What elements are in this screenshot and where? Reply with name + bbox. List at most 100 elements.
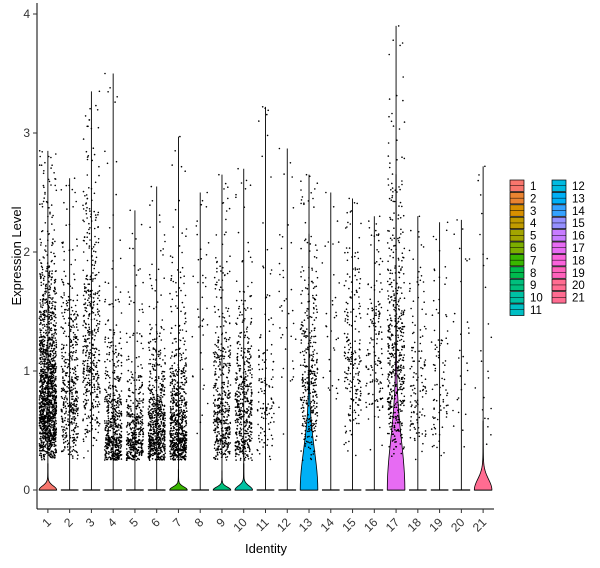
legend-label: 3 — [530, 206, 536, 218]
x-tick-label: 8 — [192, 515, 207, 530]
violin-15 — [343, 198, 362, 491]
violin-body — [169, 469, 188, 491]
legend-label: 18 — [572, 255, 585, 267]
violin-body — [299, 233, 319, 491]
points-14 — [321, 191, 341, 400]
points-7 — [169, 135, 188, 461]
jitter-points — [38, 25, 493, 462]
x-tick-label: 16 — [361, 515, 381, 535]
points-8 — [191, 191, 210, 435]
violin-18 — [409, 216, 427, 491]
legend-item-21: 21 — [551, 291, 585, 305]
x-tick-label: 13 — [296, 515, 316, 535]
x-tick-label: 14 — [318, 515, 338, 535]
x-tick-label: 4 — [105, 515, 120, 530]
x-tick-label: 7 — [170, 515, 185, 530]
points-13 — [299, 173, 319, 462]
violin-21 — [473, 166, 493, 491]
violin-body — [386, 174, 406, 491]
legend-item-12: 12 — [551, 179, 585, 193]
legend-label: 2 — [530, 193, 536, 205]
y-ticks: 0 1 2 3 4 — [23, 7, 37, 497]
legend-label: 7 — [530, 255, 536, 267]
legend-item-2: 2 — [509, 192, 536, 205]
x-tick-label: 12 — [274, 515, 294, 535]
x-tick-label: 21 — [470, 515, 490, 535]
x-tick-label: 10 — [231, 515, 251, 535]
x-tick-label: 2 — [61, 515, 76, 530]
legend-label: 20 — [572, 280, 585, 292]
legend-item-17: 17 — [551, 241, 585, 255]
points-15 — [343, 197, 362, 457]
legend-label: 11 — [530, 305, 542, 317]
legend-item-19: 19 — [551, 266, 585, 280]
legend-label: 17 — [572, 243, 585, 255]
points-20 — [452, 219, 471, 448]
x-tick-label: 1 — [39, 515, 54, 530]
x-tick-label: 9 — [213, 515, 228, 530]
legend-label: 19 — [572, 268, 585, 280]
legend-label: 14 — [572, 206, 585, 218]
violin-19 — [430, 222, 449, 491]
x-tick-label: 5 — [126, 515, 141, 530]
legend-label: 1 — [530, 181, 536, 193]
points-16 — [365, 215, 384, 451]
points-9 — [212, 173, 232, 461]
points-10 — [234, 167, 253, 462]
y-axis-title: Expression Level — [9, 206, 24, 305]
legend-label: 5 — [530, 231, 536, 243]
plot-area — [38, 25, 493, 491]
points-4 — [103, 72, 123, 461]
legend-item-16: 16 — [551, 229, 585, 243]
legend-item-1: 1 — [509, 179, 536, 193]
legend-item-4: 4 — [509, 216, 537, 230]
violin-body — [38, 463, 58, 491]
x-tick-label: 17 — [383, 515, 403, 535]
legend-label: 16 — [572, 231, 585, 243]
y-tick-label: 3 — [23, 126, 30, 140]
violin-2 — [60, 178, 79, 491]
violin-16 — [365, 216, 384, 491]
legend-item-6: 6 — [509, 241, 536, 255]
legend-item-7: 7 — [509, 254, 536, 267]
legend-item-8: 8 — [509, 266, 536, 280]
legend-item-20: 20 — [551, 278, 585, 292]
violin-body — [234, 463, 254, 491]
points-12 — [278, 147, 297, 435]
violin-14 — [321, 192, 340, 491]
violin-13 — [299, 174, 319, 491]
x-tick-label: 3 — [83, 515, 98, 530]
legend-label: 4 — [530, 218, 537, 230]
legend-label: 21 — [572, 293, 585, 305]
violin-12 — [278, 148, 297, 491]
legend-item-3: 3 — [509, 204, 536, 218]
violin-9 — [212, 174, 232, 491]
legend-label: 10 — [530, 293, 543, 305]
legend-item-13: 13 — [551, 192, 585, 205]
violin-17 — [386, 25, 406, 491]
legend-label: 9 — [530, 280, 536, 292]
points-1 — [38, 150, 58, 461]
points-5 — [125, 209, 145, 462]
legend-item-9: 9 — [509, 278, 536, 292]
x-axis-title: Identity — [245, 541, 287, 556]
x-tick-label: 20 — [448, 515, 468, 535]
violin-5 — [126, 210, 144, 491]
violin-20 — [452, 219, 471, 491]
points-3 — [82, 90, 101, 459]
y-tick-label: 0 — [23, 483, 30, 497]
y-tick-label: 4 — [23, 7, 30, 21]
legend-item-5: 5 — [509, 229, 536, 243]
x-ticks: 1 2 3 4 5 6 7 8 9 10 11 12 13 14 15 16 17 18 19 20 21 — [39, 509, 489, 535]
legend-item-11: 11 — [509, 303, 542, 317]
x-tick-label: 11 — [253, 515, 272, 534]
points-17 — [386, 25, 406, 458]
points-2 — [60, 177, 79, 460]
points-11 — [256, 106, 275, 461]
violin-body — [212, 470, 232, 491]
violin-4 — [104, 73, 122, 491]
x-tick-label: 6 — [148, 515, 163, 530]
legend-label: 13 — [572, 193, 585, 205]
